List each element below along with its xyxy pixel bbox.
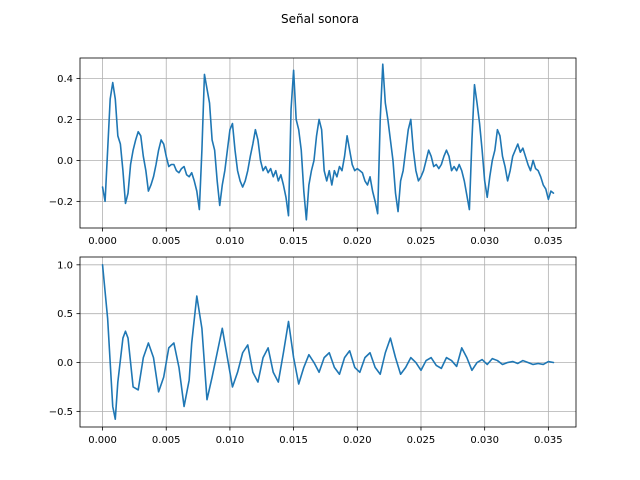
- subplot-1: 0.000 0.005 0.010 0.015 0.020 0.025 0.030 0.035…: [49, 57, 577, 247]
- x-tick-label: 0.010: [216, 435, 245, 446]
- series-line-1: [101, 264, 555, 420]
- axes-frame: [79, 57, 577, 229]
- subplots: 0.000 0.005 0.010 0.015 0.020 0.025 0.030 0.035…: [49, 57, 577, 446]
- y-tick-label: 0.5: [57, 309, 73, 320]
- x-tick-label: 0.005: [152, 236, 181, 247]
- x-tick-label: 0.025: [407, 435, 436, 446]
- series-line-1: [101, 63, 555, 221]
- x-tick-label: 0.015: [279, 236, 308, 247]
- x-tick-label: 0.020: [343, 236, 372, 247]
- figure-title: Señal sonora: [281, 12, 359, 26]
- x-tick-label: 0.025: [407, 236, 436, 247]
- x-tick-label: 0.035: [534, 236, 563, 247]
- x-tick-label: 0.010: [216, 236, 245, 247]
- y-tick-label: 0.4: [57, 74, 73, 85]
- y-tick-label: 1.0: [57, 260, 73, 271]
- y-tick-label: −0.5: [49, 407, 73, 418]
- x-tick-label: 0.020: [343, 435, 372, 446]
- y-tick-label: −0.2: [49, 197, 73, 208]
- x-tick-label: 0.005: [152, 435, 181, 446]
- subplot-2: 0.000 0.005 0.010 0.015 0.020 0.025 0.030 0.035…: [49, 256, 577, 446]
- x-tick-label: 0.030: [470, 435, 499, 446]
- axes-frame: [79, 256, 577, 428]
- x-tick-label: 0.035: [534, 435, 563, 446]
- y-tick-label: 0.2: [57, 115, 73, 126]
- x-tick-label: 0.030: [470, 236, 499, 247]
- x-tick-label: 0.000: [88, 236, 117, 247]
- y-tick-label: 0.0: [57, 358, 73, 369]
- y-tick-label: 0.0: [57, 156, 73, 167]
- x-tick-label: 0.015: [279, 435, 308, 446]
- x-tick-label: 0.000: [88, 435, 117, 446]
